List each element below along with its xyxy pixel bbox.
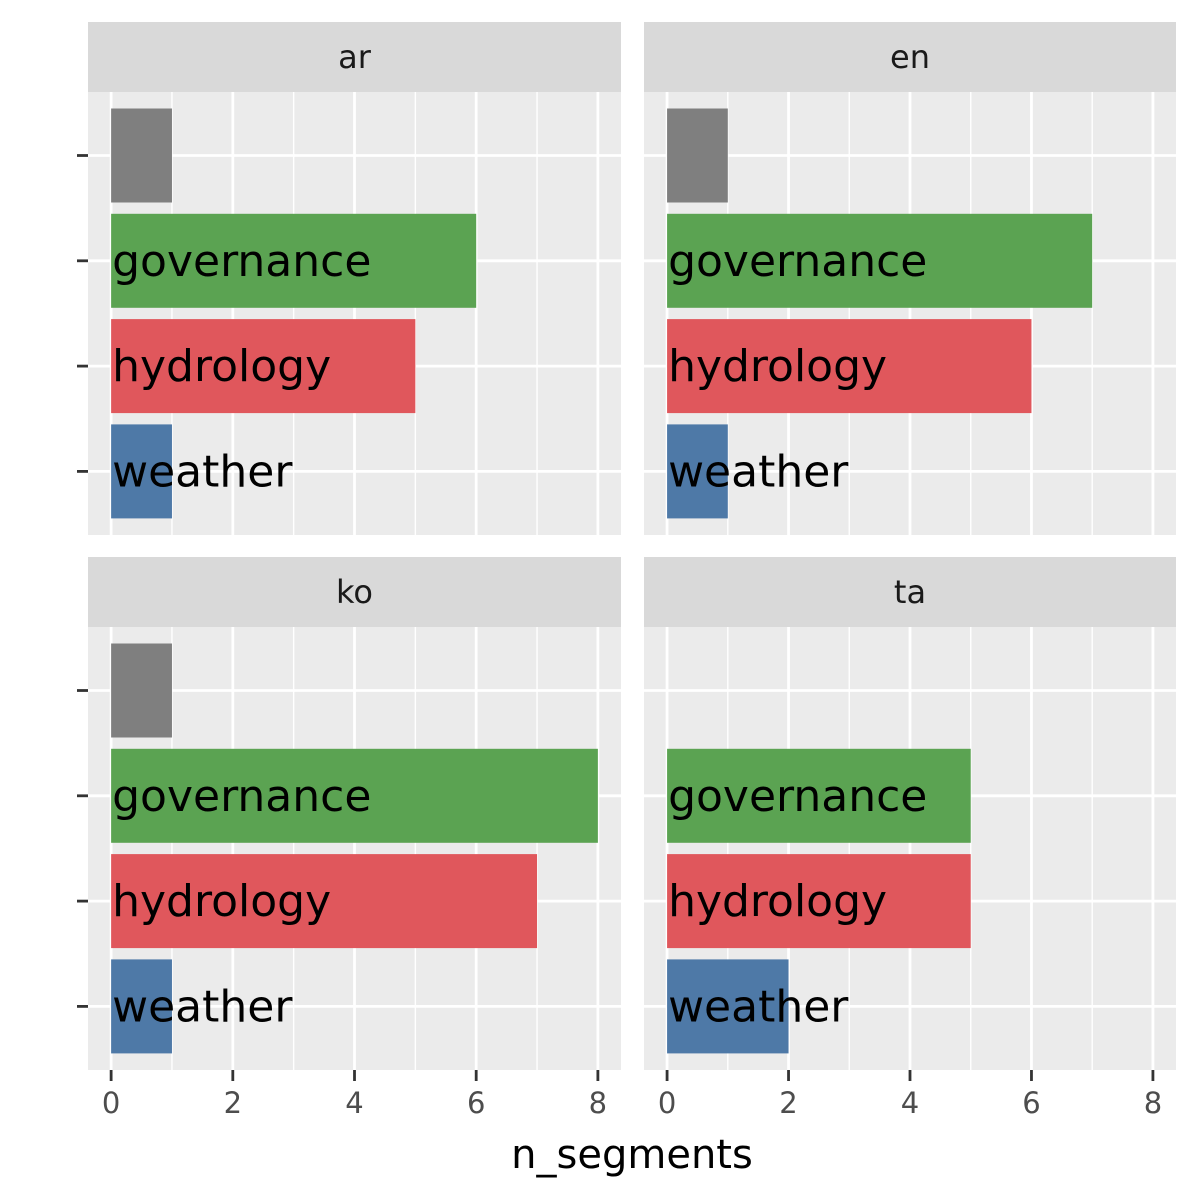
x-tick-label: 0 bbox=[102, 1086, 120, 1120]
bar-label: hydrology bbox=[112, 341, 331, 392]
bar-hydrology bbox=[111, 854, 538, 949]
x-tick-label: 6 bbox=[1022, 1086, 1040, 1120]
facet-title: ar bbox=[338, 38, 372, 76]
facets: ar governance hydrology weather en governance… bbox=[77, 22, 1176, 1120]
facet-ar: ar governance hydrology weather bbox=[77, 22, 621, 535]
facet-strip bbox=[644, 557, 1176, 627]
bar-label: weather bbox=[668, 981, 849, 1032]
x-tick-label: 0 bbox=[658, 1086, 676, 1120]
bar-label: governance bbox=[112, 771, 371, 822]
bar-blank bbox=[111, 108, 172, 203]
bar-label: weather bbox=[112, 981, 293, 1032]
bar-label: governance bbox=[668, 236, 927, 287]
bar-weather bbox=[667, 424, 728, 519]
x-axis-title: n_segments bbox=[511, 1132, 753, 1178]
bar-label: governance bbox=[112, 236, 371, 287]
x-tick-label: 2 bbox=[779, 1086, 797, 1120]
facet-en: en governance hydrology weather bbox=[644, 22, 1176, 535]
x-tick-label: 6 bbox=[467, 1086, 485, 1120]
bar-label: weather bbox=[112, 446, 293, 497]
facet-strip bbox=[88, 22, 621, 92]
bar-governance bbox=[667, 748, 971, 843]
x-tick-label: 4 bbox=[345, 1086, 363, 1120]
bar-label: hydrology bbox=[112, 876, 331, 927]
facet-title: ko bbox=[336, 573, 373, 611]
bar-weather bbox=[111, 424, 172, 519]
bar-governance bbox=[111, 748, 598, 843]
bar-weather bbox=[111, 959, 172, 1054]
bar-blank bbox=[111, 643, 172, 738]
x-tick-label: 2 bbox=[224, 1086, 242, 1120]
bar-governance bbox=[667, 213, 1093, 308]
facet-strip bbox=[644, 22, 1176, 92]
bar-label: weather bbox=[668, 446, 849, 497]
bar-blank bbox=[667, 108, 728, 203]
facet-ko: ko governance hydrology weather 0 2 4 6 8 bbox=[77, 557, 621, 1120]
x-tick-label: 8 bbox=[589, 1086, 607, 1120]
bar-hydrology bbox=[667, 854, 971, 949]
bar-weather bbox=[667, 959, 789, 1054]
x-tick-label: 4 bbox=[901, 1086, 919, 1120]
facet-strip bbox=[88, 557, 621, 627]
bar-governance bbox=[111, 213, 477, 308]
bar-label: governance bbox=[668, 771, 927, 822]
bar-hydrology bbox=[667, 319, 1032, 414]
facet-title: en bbox=[890, 38, 930, 76]
bar-hydrology bbox=[111, 319, 416, 414]
facet-ta: ta governance hydrology weather 0 2 4 6 8 bbox=[644, 557, 1176, 1120]
bar-label: hydrology bbox=[668, 341, 887, 392]
facet-title: ta bbox=[894, 573, 926, 611]
x-tick-label: 8 bbox=[1144, 1086, 1162, 1120]
bar-label: hydrology bbox=[668, 876, 887, 927]
